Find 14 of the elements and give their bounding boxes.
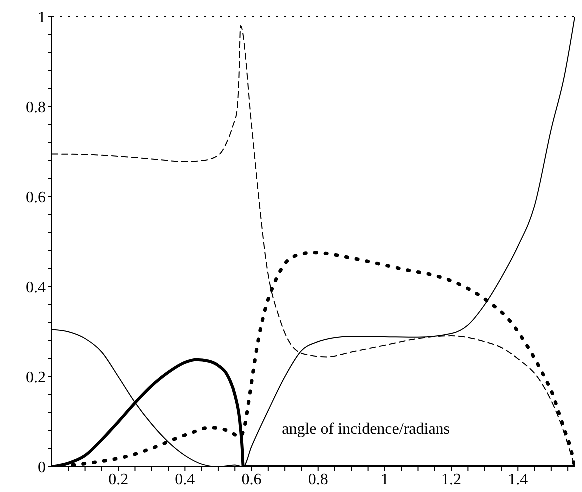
y-tick-label: 0.4 [26, 280, 46, 297]
y-tick-label: 1 [38, 10, 46, 27]
y-tick-label: 0.2 [26, 370, 46, 387]
y-tick-label: 0 [38, 460, 46, 477]
x-tick-label: 0.2 [108, 471, 129, 488]
x-tick-label: 0.8 [308, 471, 328, 488]
x-axis-title: angle of incidence/radians [282, 421, 450, 439]
x-tick-label: 1 [380, 471, 389, 488]
y-tick-label: 0.8 [26, 100, 46, 117]
x-tick-label: 0.6 [242, 471, 262, 488]
x-tick-label: 1.2 [442, 471, 462, 488]
y-tick-label: 0.6 [26, 190, 46, 207]
x-tick-label: 1.4 [508, 471, 528, 488]
x-tick-label: 0.4 [175, 471, 196, 488]
